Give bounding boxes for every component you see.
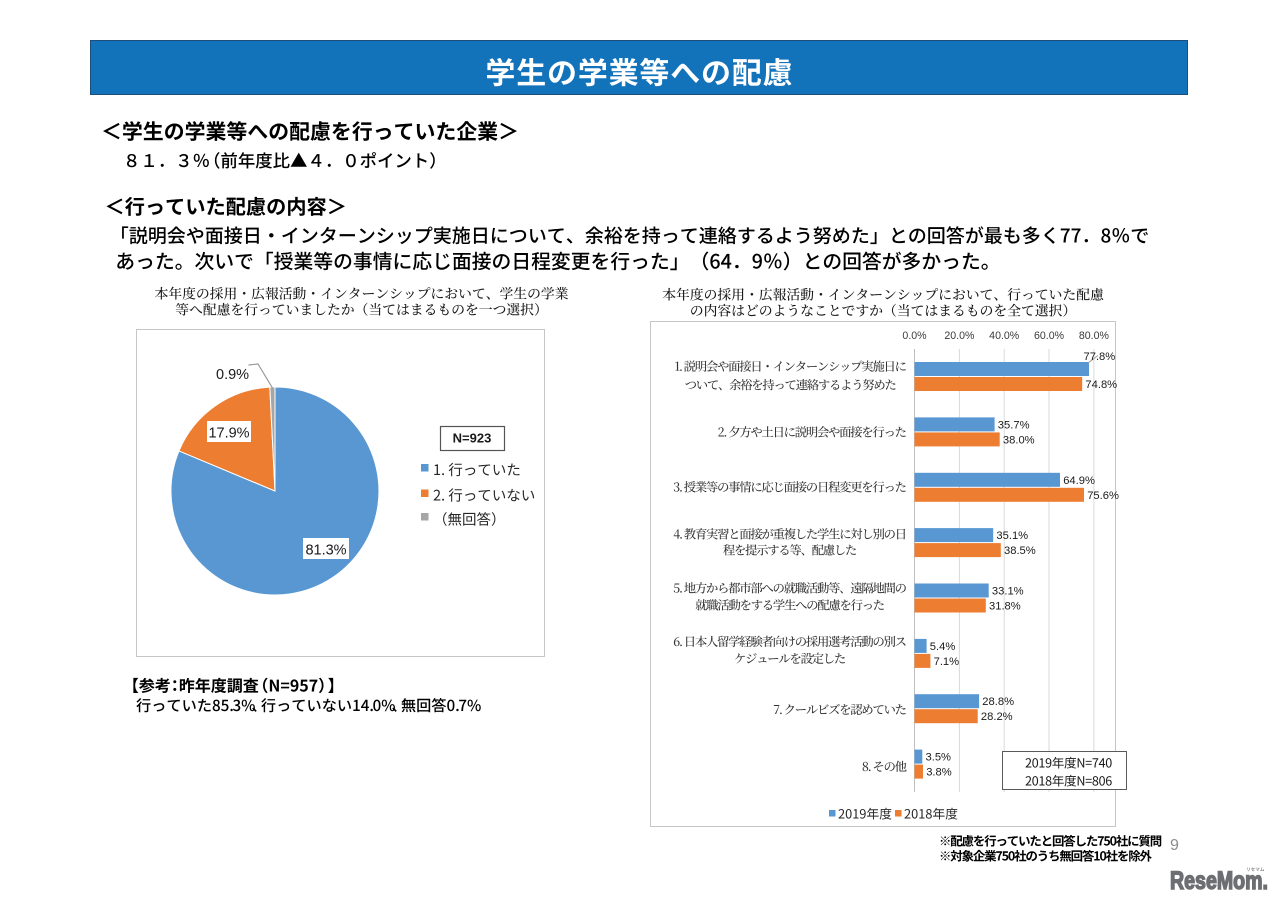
svg-text:35.1%: 35.1%	[996, 530, 1028, 542]
svg-text:N=923: N=923	[453, 431, 492, 446]
svg-text:3.8%: 3.8%	[926, 767, 952, 779]
svg-text:28.8%: 28.8%	[982, 696, 1014, 708]
svg-text:7.1%: 7.1%	[934, 656, 960, 668]
svg-text:31.8%: 31.8%	[989, 601, 1021, 613]
svg-text:3.5%: 3.5%	[926, 752, 952, 764]
svg-text:0.9%: 0.9%	[216, 367, 249, 383]
svg-text:38.0%: 38.0%	[1003, 434, 1035, 446]
svg-text:33.1%: 33.1%	[992, 586, 1024, 598]
svg-text:75.6%: 75.6%	[1087, 490, 1119, 502]
svg-text:ReseMom.: ReseMom.	[1170, 867, 1268, 895]
svg-text:17.9%: 17.9%	[208, 426, 249, 442]
svg-text:9: 9	[1170, 837, 1179, 854]
svg-text:28.2%: 28.2%	[981, 711, 1013, 723]
svg-text:77.8%: 77.8%	[1084, 351, 1116, 363]
svg-text:60.0%: 60.0%	[1034, 330, 1065, 342]
svg-text:20.0%: 20.0%	[944, 330, 975, 342]
svg-text:5.4%: 5.4%	[930, 641, 956, 653]
svg-text:35.7%: 35.7%	[998, 419, 1030, 431]
svg-text:74.8%: 74.8%	[1085, 379, 1117, 391]
svg-text:80.0%: 80.0%	[1079, 330, 1110, 342]
svg-text:64.9%: 64.9%	[1063, 475, 1095, 487]
svg-text:0.0%: 0.0%	[902, 330, 927, 342]
svg-text:38.5%: 38.5%	[1004, 545, 1036, 557]
svg-text:40.0%: 40.0%	[989, 330, 1020, 342]
svg-text:81.3%: 81.3%	[305, 543, 346, 559]
